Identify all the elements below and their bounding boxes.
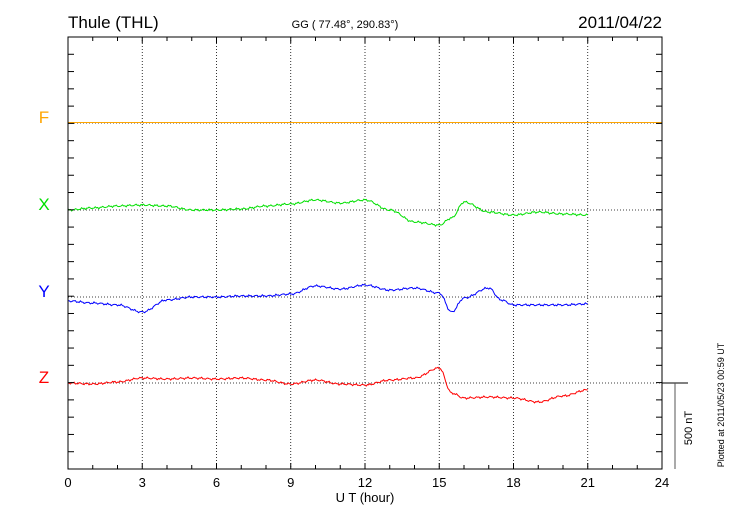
x-tick-label: 24: [655, 475, 669, 490]
labels: 0 3 6 9 12 15 18 21 24 F X Y Z: [38, 108, 669, 490]
scale-label: 500 nT: [683, 411, 695, 446]
x-tick-label: 15: [432, 475, 446, 490]
x-tick-label: 0: [64, 475, 71, 490]
x-tick-label: 9: [287, 475, 294, 490]
series-line-x: [67, 198, 589, 227]
x-tick-label: 21: [581, 475, 595, 490]
series-line-z: [67, 366, 588, 404]
x-tick-label: 3: [139, 475, 146, 490]
coordinates: GG ( 77.48°, 290.83°): [292, 19, 399, 31]
x-tick-label: 12: [358, 475, 372, 490]
station-title: Thule (THL): [68, 13, 159, 32]
curves: [67, 122, 662, 404]
plotted-note: Plotted at 2011/05/23 00:59 UT: [716, 342, 726, 467]
series-name-z: Z: [39, 368, 49, 387]
date-title: 2011/04/22: [578, 13, 662, 32]
series-line-y: [68, 283, 588, 314]
x-tick-label: 18: [506, 475, 520, 490]
x-tick-label: 6: [213, 475, 220, 490]
ticks: [67, 36, 663, 470]
scale-bar: 500 nT: [662, 382, 695, 469]
series-name-y: Y: [38, 282, 49, 301]
series-name-x: X: [38, 195, 49, 214]
grid: [68, 37, 662, 469]
x-axis-label: U T (hour): [336, 490, 395, 505]
series-name-f: F: [39, 108, 49, 127]
